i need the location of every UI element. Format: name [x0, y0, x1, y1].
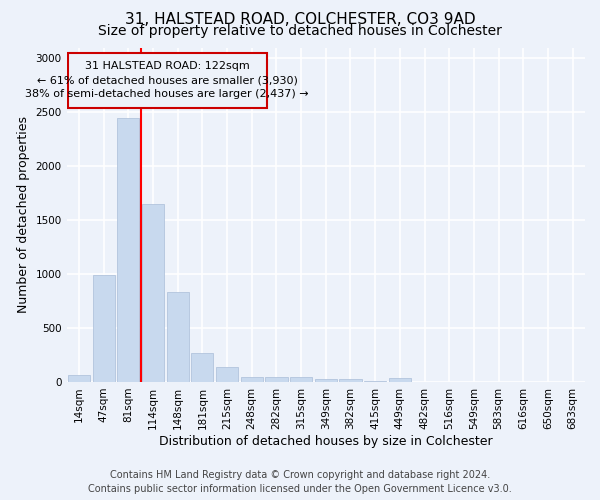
- Bar: [117, 118, 139, 382]
- Bar: [340, 380, 362, 382]
- Bar: [142, 204, 164, 382]
- Text: 31 HALSTEAD ROAD: 122sqm
← 61% of detached houses are smaller (3,930)
38% of sem: 31 HALSTEAD ROAD: 122sqm ← 61% of detach…: [25, 62, 309, 100]
- Bar: [167, 292, 189, 382]
- Bar: [265, 376, 287, 382]
- Bar: [389, 378, 411, 382]
- Bar: [314, 378, 337, 382]
- X-axis label: Distribution of detached houses by size in Colchester: Distribution of detached houses by size …: [159, 434, 493, 448]
- Bar: [68, 53, 266, 108]
- Bar: [290, 377, 312, 382]
- Text: Contains HM Land Registry data © Crown copyright and database right 2024.
Contai: Contains HM Land Registry data © Crown c…: [88, 470, 512, 494]
- Text: Size of property relative to detached houses in Colchester: Size of property relative to detached ho…: [98, 24, 502, 38]
- Bar: [68, 376, 90, 382]
- Bar: [191, 353, 214, 382]
- Bar: [216, 368, 238, 382]
- Bar: [241, 376, 263, 382]
- Text: 31, HALSTEAD ROAD, COLCHESTER, CO3 9AD: 31, HALSTEAD ROAD, COLCHESTER, CO3 9AD: [125, 12, 475, 28]
- Y-axis label: Number of detached properties: Number of detached properties: [17, 116, 30, 313]
- Bar: [92, 275, 115, 382]
